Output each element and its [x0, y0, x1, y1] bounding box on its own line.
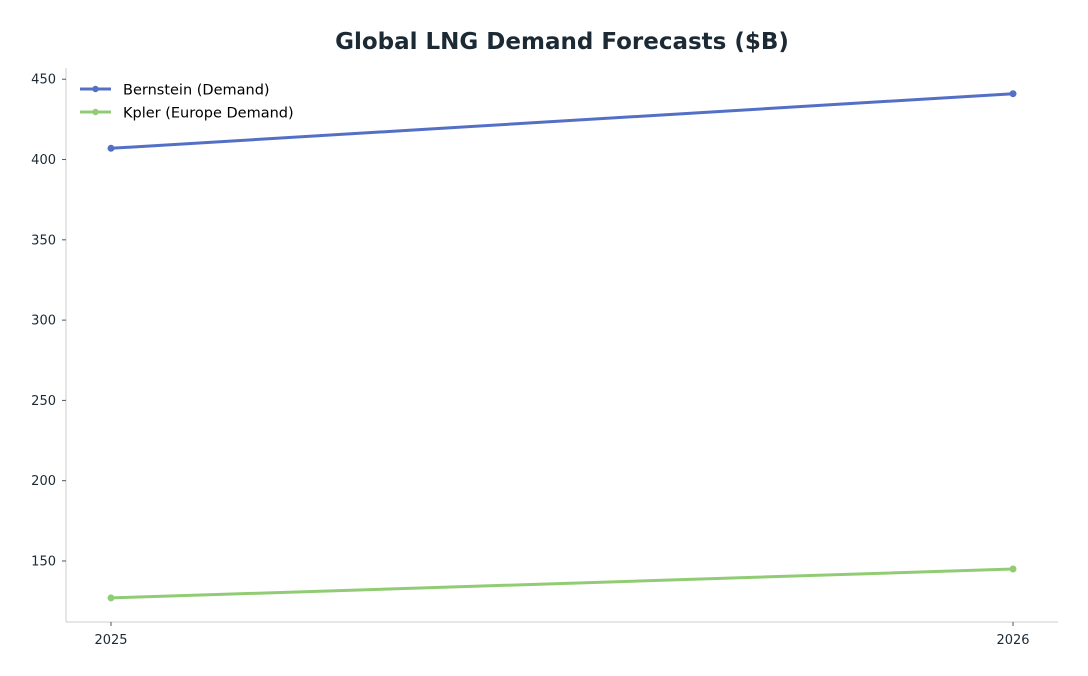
data-point — [107, 144, 115, 152]
x-tick-label: 2025 — [94, 633, 127, 648]
y-tick-label: 400 — [31, 153, 56, 168]
x-axis-ticks: 2025 2026 — [94, 622, 1030, 648]
series-line-1 — [109, 567, 1015, 600]
legend: Bernstein (Demand) Kpler (Europe Demand) — [80, 83, 294, 122]
series-line-0 — [109, 92, 1015, 150]
y-tick-label: 200 — [31, 474, 56, 489]
y-tick-label: 300 — [31, 314, 56, 329]
data-point — [1009, 90, 1017, 98]
data-point — [1009, 565, 1017, 573]
x-tick-label: 2026 — [996, 633, 1029, 648]
y-axis-ticks: 150 200 250 300 350 400 450 — [31, 73, 66, 569]
legend-label: Bernstein (Demand) — [123, 83, 270, 99]
data-point — [107, 594, 115, 602]
y-tick-label: 150 — [31, 554, 56, 569]
series-layer — [107, 90, 1017, 602]
y-tick-label: 350 — [31, 233, 56, 248]
chart-title: Global LNG Demand Forecasts ($B) — [335, 29, 789, 55]
legend-swatch-marker — [92, 108, 99, 116]
y-tick-label: 250 — [31, 394, 56, 409]
legend-swatch-marker — [92, 85, 99, 93]
y-tick-label: 450 — [31, 73, 56, 88]
legend-label: Kpler (Europe Demand) — [123, 106, 294, 122]
